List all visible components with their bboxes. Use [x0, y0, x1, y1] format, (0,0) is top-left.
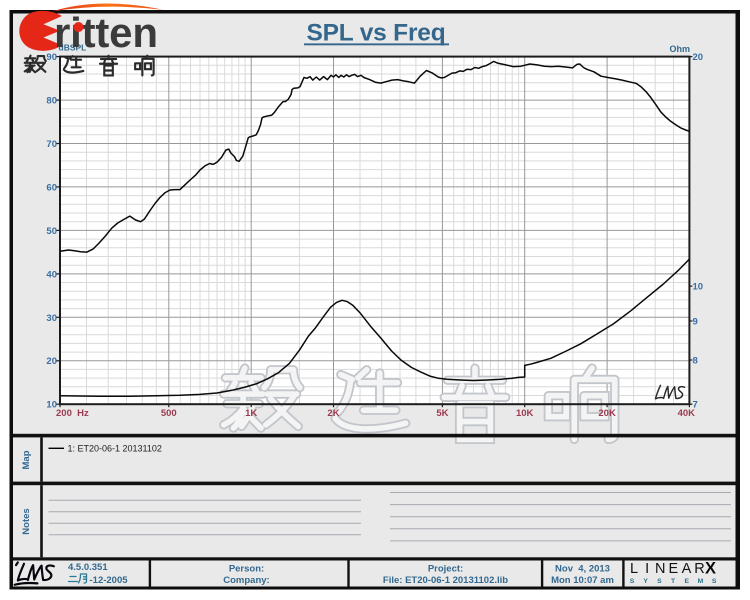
- svg-text:30: 30: [46, 313, 57, 324]
- svg-text:70: 70: [46, 139, 57, 150]
- svg-text:90: 90: [46, 52, 57, 63]
- svg-text:Notes: Notes: [21, 508, 32, 534]
- svg-text:50: 50: [46, 226, 57, 237]
- svg-text:40: 40: [46, 269, 57, 280]
- svg-text:I: I: [645, 561, 649, 577]
- svg-text:dBSPL: dBSPL: [59, 43, 87, 53]
- svg-text:ritten: ritten: [54, 9, 158, 56]
- svg-text:2K: 2K: [327, 408, 339, 419]
- svg-text:L: L: [630, 561, 638, 577]
- svg-text:Person:: Person:: [229, 564, 264, 575]
- svg-text:60: 60: [46, 182, 57, 193]
- svg-text:9: 9: [693, 317, 698, 328]
- svg-text:E: E: [668, 561, 678, 577]
- svg-text:File: ET20-06-1 20131102.lib: File: ET20-06-1 20131102.lib: [383, 575, 508, 586]
- svg-text:200 Hz: 200 Hz: [56, 408, 89, 419]
- svg-text:1: ET20-06-1 20131102: 1: ET20-06-1 20131102: [68, 444, 162, 454]
- svg-text:4.5.0.351: 4.5.0.351: [68, 562, 108, 573]
- svg-text:M: M: [698, 578, 704, 585]
- svg-text:Nov 4, 2013: Nov 4, 2013: [555, 564, 610, 575]
- svg-text:Y: Y: [643, 578, 648, 585]
- svg-text:SPL vs Freq: SPL vs Freq: [307, 20, 446, 47]
- svg-text:Ohm: Ohm: [669, 44, 690, 54]
- svg-text:R: R: [694, 561, 704, 577]
- svg-text:Company:: Company:: [223, 575, 269, 586]
- svg-text:20K: 20K: [598, 408, 616, 419]
- svg-text:T: T: [671, 578, 676, 585]
- svg-text:S: S: [712, 578, 717, 585]
- svg-text:N: N: [655, 561, 665, 577]
- svg-text:5K: 5K: [436, 408, 448, 419]
- svg-text:A: A: [682, 561, 692, 577]
- svg-text:10K: 10K: [516, 408, 534, 419]
- svg-text:-12-2005: -12-2005: [90, 575, 129, 586]
- svg-text:S: S: [657, 578, 662, 585]
- svg-text:1K: 1K: [245, 408, 257, 419]
- svg-text:80: 80: [46, 96, 57, 107]
- svg-text:Mon 10:07 am: Mon 10:07 am: [551, 575, 614, 586]
- svg-text:7: 7: [693, 400, 698, 411]
- svg-text:20: 20: [693, 52, 704, 63]
- svg-text:20: 20: [46, 356, 57, 367]
- svg-text:S: S: [630, 578, 635, 585]
- svg-text:Map: Map: [21, 450, 32, 469]
- svg-text:500: 500: [161, 408, 177, 419]
- svg-text:10: 10: [693, 282, 704, 293]
- svg-text:10: 10: [46, 400, 57, 411]
- svg-text:E: E: [685, 578, 690, 585]
- svg-text:40K: 40K: [678, 408, 696, 419]
- svg-text:8: 8: [693, 356, 698, 367]
- svg-text:X: X: [705, 560, 716, 578]
- svg-text:Project:: Project:: [428, 564, 463, 575]
